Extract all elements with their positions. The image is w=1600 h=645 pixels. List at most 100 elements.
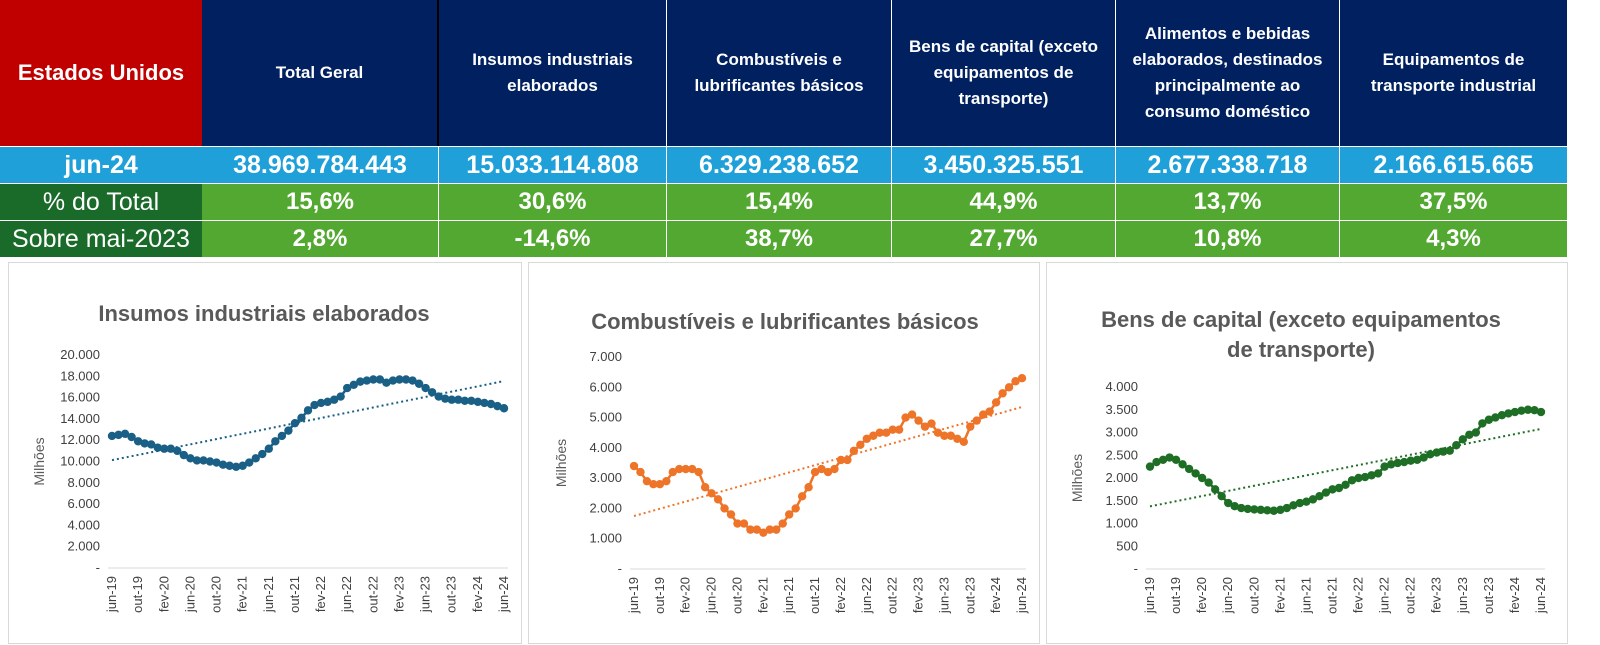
data-point bbox=[349, 380, 358, 390]
x-tick-label: fev-24 bbox=[1507, 577, 1522, 613]
x-tick-label: jun-24 bbox=[496, 576, 511, 613]
data-point bbox=[1504, 409, 1513, 418]
data-point bbox=[933, 428, 943, 437]
data-point bbox=[869, 431, 878, 440]
y-tick-label: 500 bbox=[1116, 538, 1138, 553]
data-point bbox=[1230, 502, 1239, 511]
x-tick-label: out-20 bbox=[209, 576, 224, 613]
header-equipamentos: Equipamentos de transporte industrial bbox=[1340, 0, 1568, 146]
x-tick-label: out-19 bbox=[652, 577, 667, 614]
data-point bbox=[901, 413, 910, 422]
x-tick-label: fev-21 bbox=[1272, 577, 1287, 613]
data-point bbox=[1465, 430, 1474, 439]
data-point bbox=[629, 461, 639, 471]
y-tick-label: - bbox=[618, 561, 622, 576]
x-tick-label: jun-19 bbox=[1142, 577, 1157, 614]
y-tick-label: 7.000 bbox=[589, 349, 622, 364]
data-point bbox=[752, 525, 762, 534]
data-point bbox=[636, 467, 645, 477]
data-point bbox=[290, 418, 300, 428]
data-point bbox=[1145, 462, 1155, 471]
chart-insumos: Insumos industriais elaborados Milhões - 2.… bbox=[31, 301, 511, 613]
header-total-geral: Total Geral bbox=[202, 0, 439, 146]
data-point bbox=[297, 413, 306, 423]
data-point bbox=[746, 525, 755, 534]
var-equipamentos: 4,3% bbox=[1340, 220, 1568, 257]
data-point bbox=[1178, 460, 1187, 469]
data-point bbox=[1191, 469, 1200, 478]
row-label-jun24: jun-24 bbox=[0, 146, 202, 183]
data-point bbox=[499, 404, 509, 413]
y-tick-label: 14.000 bbox=[60, 411, 100, 426]
data-point bbox=[408, 376, 417, 385]
chart-title-line-0: Combustíveis e lubrificantes básicos bbox=[591, 309, 979, 334]
data-point bbox=[856, 440, 865, 450]
data-point bbox=[205, 457, 215, 466]
data-point bbox=[1419, 453, 1428, 462]
data-point bbox=[991, 398, 1001, 407]
x-tick-label: fev-22 bbox=[833, 577, 848, 613]
chart-combustiveis: Combustíveis e lubrificantes básicos Milh… bbox=[553, 309, 1029, 614]
header-alimentos: Alimentos e bebidas elaborados, destinad… bbox=[1116, 0, 1340, 146]
data-point bbox=[1510, 407, 1520, 417]
data-point bbox=[1491, 413, 1500, 422]
y-tick-label: 2.000 bbox=[67, 539, 100, 554]
data-point bbox=[1328, 485, 1337, 494]
data-point bbox=[1224, 498, 1233, 508]
data-point bbox=[985, 407, 994, 416]
data-point bbox=[836, 455, 846, 465]
data-point bbox=[1250, 505, 1259, 514]
data-point bbox=[1536, 407, 1546, 417]
data-point bbox=[1308, 495, 1318, 504]
x-tick-label: out-22 bbox=[1403, 577, 1418, 614]
data-point bbox=[662, 476, 671, 486]
data-point bbox=[1341, 480, 1350, 490]
y-tick-label: 1.500 bbox=[1105, 493, 1138, 508]
x-tick-label: jun-23 bbox=[936, 577, 951, 614]
x-tick-label: fev-23 bbox=[391, 576, 406, 612]
header-insumos: Insumos industriais elaborados bbox=[439, 0, 667, 146]
y-tick-label: 3.000 bbox=[589, 470, 622, 485]
data-point bbox=[959, 437, 968, 446]
data-point bbox=[1184, 464, 1194, 474]
data-point bbox=[927, 419, 936, 428]
data-point bbox=[1263, 506, 1272, 515]
data-point bbox=[277, 431, 287, 441]
data-point bbox=[1217, 492, 1226, 501]
data-point bbox=[127, 432, 136, 442]
data-point bbox=[1197, 473, 1207, 483]
pct-combustiveis: 15,4% bbox=[667, 183, 892, 220]
data-point bbox=[264, 444, 273, 453]
data-point bbox=[369, 375, 378, 384]
value-insumos: 15.033.114.808 bbox=[439, 146, 667, 183]
data-point bbox=[894, 425, 904, 434]
y-tick-label: 8.000 bbox=[67, 475, 100, 490]
data-point bbox=[173, 446, 182, 456]
x-tick-label: jun-22 bbox=[339, 576, 354, 613]
data-point bbox=[1393, 458, 1402, 468]
data-point bbox=[797, 492, 807, 501]
y-tick-label: 20.000 bbox=[60, 347, 100, 362]
data-point bbox=[336, 392, 345, 401]
data-point bbox=[849, 446, 859, 456]
y-tick-label: 6.000 bbox=[589, 379, 622, 394]
x-tick-label: jun-19 bbox=[626, 577, 641, 614]
data-point bbox=[843, 455, 852, 465]
y-tick-label: 12.000 bbox=[60, 432, 100, 447]
data-point bbox=[192, 456, 202, 465]
x-tick-label: out-20 bbox=[1246, 577, 1261, 614]
y-axis-label: Milhões bbox=[553, 439, 569, 487]
data-point bbox=[1478, 419, 1487, 428]
data-point bbox=[940, 431, 949, 440]
x-tick-label: out-21 bbox=[1324, 577, 1339, 614]
data-point bbox=[1315, 492, 1324, 501]
trendline bbox=[1149, 427, 1542, 508]
data-point bbox=[460, 396, 469, 405]
data-point bbox=[972, 416, 981, 425]
data-point bbox=[388, 376, 398, 385]
data-point bbox=[493, 401, 502, 411]
x-tick-label: jun-23 bbox=[418, 576, 433, 613]
pct-equipamentos: 37,5% bbox=[1340, 183, 1568, 220]
x-tick-label: jun-24 bbox=[1533, 577, 1548, 614]
chart-panel-bens-capital: Bens de capital (exceto equipamentos de t… bbox=[1046, 262, 1568, 644]
